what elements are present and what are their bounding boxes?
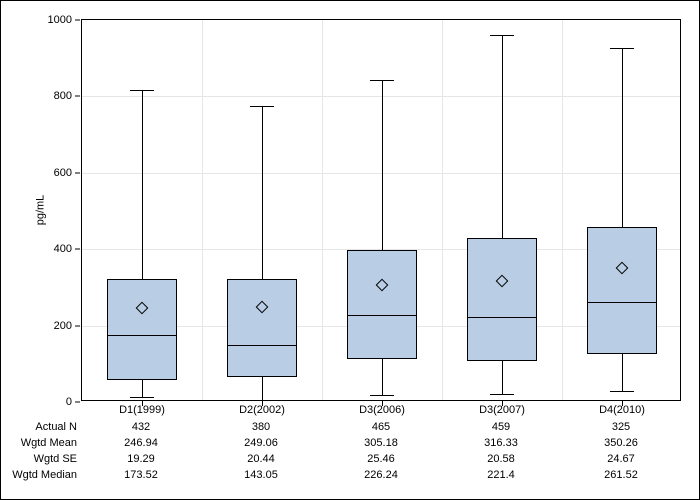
ytick-label: 600 bbox=[54, 167, 82, 179]
stats-cell: 20.58 bbox=[487, 453, 515, 465]
xtick-label: D4(2010) bbox=[599, 404, 645, 416]
xtick-label: D2(2002) bbox=[239, 404, 285, 416]
box bbox=[467, 238, 537, 361]
y-axis-label: pg/mL bbox=[34, 195, 46, 226]
gridline-h bbox=[82, 96, 680, 97]
stats-cell: 226.24 bbox=[364, 469, 398, 481]
gridline-h bbox=[82, 173, 680, 174]
stats-cell: 221.4 bbox=[487, 469, 515, 481]
gridline-v bbox=[202, 20, 203, 400]
median-line bbox=[467, 317, 537, 318]
stats-cell: 173.52 bbox=[124, 469, 158, 481]
median-line bbox=[227, 345, 297, 346]
gridline-v bbox=[322, 20, 323, 400]
box bbox=[347, 250, 417, 359]
stats-cell: 246.94 bbox=[124, 437, 158, 449]
ytick-label: 1000 bbox=[48, 14, 82, 26]
whisker-cap-top bbox=[130, 90, 154, 91]
box bbox=[227, 279, 297, 378]
gridline-v bbox=[562, 20, 563, 400]
stats-cell: 261.52 bbox=[604, 469, 638, 481]
stats-cell: 20.44 bbox=[247, 453, 275, 465]
xtick-label: D3(2006) bbox=[359, 404, 405, 416]
stats-cell: 432 bbox=[132, 421, 150, 433]
stats-row-label: Actual N bbox=[0, 421, 77, 433]
chart-frame: 0 200 400 600 800 1000 D1(1999) D2(2002) D3(2006… bbox=[0, 0, 700, 500]
box bbox=[587, 227, 657, 354]
whisker-cap-bottom bbox=[610, 391, 634, 392]
whisker-cap-bottom bbox=[250, 400, 274, 401]
median-line bbox=[347, 315, 417, 316]
whisker-cap-top bbox=[370, 80, 394, 81]
whisker-cap-top bbox=[490, 35, 514, 36]
stats-row-label: Wgtd Mean bbox=[0, 437, 77, 449]
plot-area: 02004006008001000D1(1999)D2(2002)D3(2006… bbox=[81, 19, 681, 401]
stats-table: Actual N 432 380 465 459 325 Wgtd Mean 246.94 24… bbox=[1, 421, 681, 485]
stats-row-label: Wgtd SE bbox=[0, 453, 77, 465]
ytick-label: 0 bbox=[66, 396, 82, 408]
median-line bbox=[587, 302, 657, 303]
ytick-label: 400 bbox=[54, 243, 82, 255]
xtick-label: D1(1999) bbox=[119, 404, 165, 416]
whisker-cap-bottom bbox=[130, 397, 154, 398]
stats-cell: 350.26 bbox=[604, 437, 638, 449]
ytick-label: 800 bbox=[54, 90, 82, 102]
whisker-cap-top bbox=[610, 48, 634, 49]
stats-cell: 143.05 bbox=[244, 469, 278, 481]
stats-cell: 19.29 bbox=[127, 453, 155, 465]
median-line bbox=[107, 335, 177, 336]
gridline-v bbox=[442, 20, 443, 400]
stats-cell: 316.33 bbox=[484, 437, 518, 449]
stats-cell: 380 bbox=[252, 421, 270, 433]
stats-row-label: Wgtd Median bbox=[0, 469, 77, 481]
whisker-cap-bottom bbox=[490, 394, 514, 395]
xtick-label: D3(2007) bbox=[479, 404, 525, 416]
stats-cell: 459 bbox=[492, 421, 510, 433]
stats-cell: 325 bbox=[612, 421, 630, 433]
stats-cell: 25.46 bbox=[367, 453, 395, 465]
stats-cell: 249.06 bbox=[244, 437, 278, 449]
stats-cell: 465 bbox=[372, 421, 390, 433]
stats-cell: 24.67 bbox=[607, 453, 635, 465]
stats-cell: 305.18 bbox=[364, 437, 398, 449]
whisker-cap-top bbox=[250, 106, 274, 107]
box bbox=[107, 279, 177, 380]
ytick-label: 200 bbox=[54, 320, 82, 332]
whisker-cap-bottom bbox=[370, 395, 394, 396]
